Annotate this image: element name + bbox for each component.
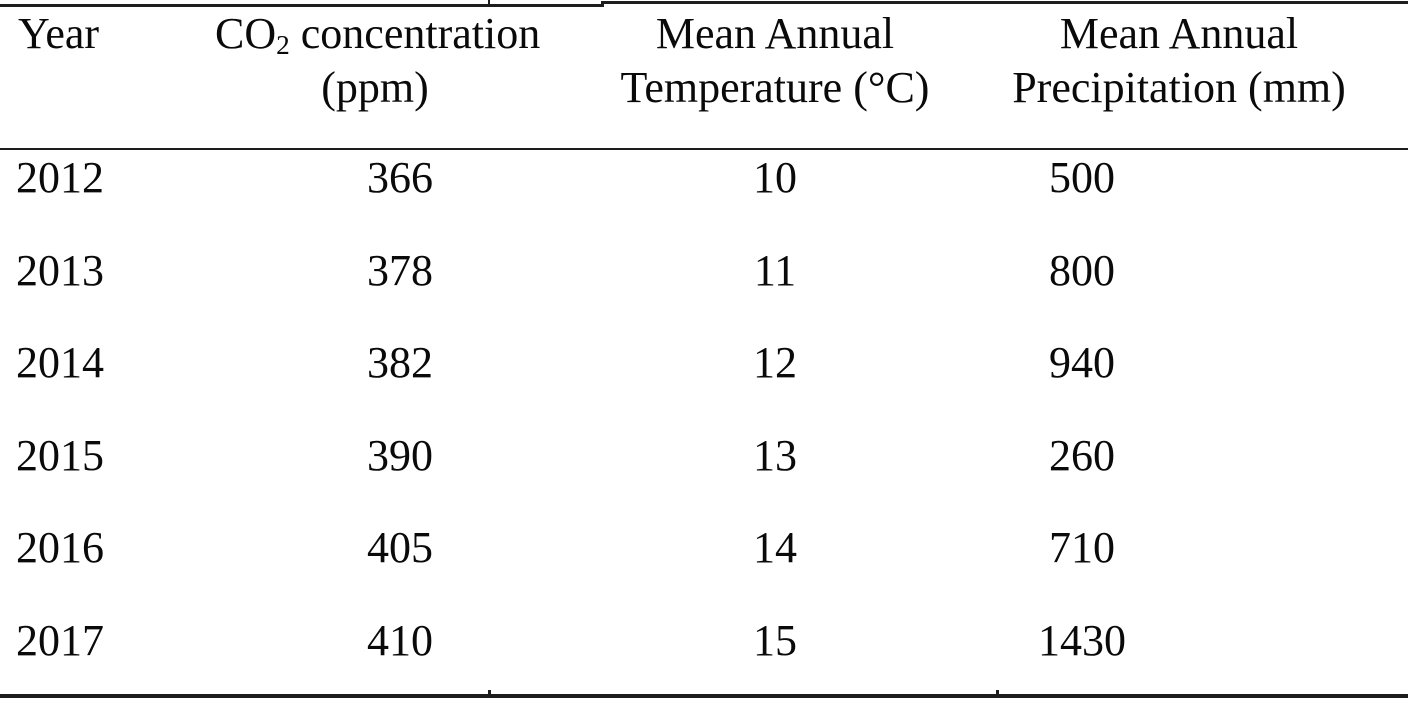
column-header-temperature: Mean Annual Temperature (°C) <box>550 7 1000 148</box>
table-bottom-border-tick-2 <box>996 690 999 695</box>
column-header-precipitation-line2: Precipitation (mm) <box>1012 63 1346 112</box>
cell-temperature-2014: 12 <box>753 338 797 388</box>
column-header-co2-unit: (ppm) <box>321 63 429 112</box>
column-header-temperature-line2: Temperature (°C) <box>620 63 930 112</box>
column-header-precipitation-line1: Mean Annual <box>1059 9 1299 58</box>
cell-precipitation-2014: 940 <box>1049 338 1115 388</box>
table-body: 2012 366 10 500 2013 378 11 800 2014 382… <box>0 150 1408 695</box>
cell-co2-2017: 410 <box>367 615 433 665</box>
table-bottom-border-tick-1 <box>488 690 491 695</box>
cell-temperature-2013: 11 <box>753 245 797 295</box>
table-top-border-tick <box>488 0 490 5</box>
cell-year-2016: 2016 <box>16 523 104 573</box>
co2-text: CO <box>215 9 277 58</box>
cell-year-2017: 2017 <box>16 615 104 665</box>
cell-precipitation-2012: 500 <box>1049 153 1115 202</box>
cell-year-2015: 2015 <box>16 430 104 480</box>
cell-year-2014: 2014 <box>16 338 104 388</box>
table-header-row: Year CO2 concentration (ppm) Mean Annual… <box>0 7 1408 148</box>
cell-precipitation-2013: 800 <box>1049 245 1115 295</box>
cell-co2-2013: 378 <box>367 245 433 295</box>
cell-co2-2015: 390 <box>367 430 433 480</box>
table-top-border-left-segment <box>0 4 604 7</box>
cell-precipitation-2015: 260 <box>1049 430 1115 480</box>
cell-year-2013: 2013 <box>16 245 104 295</box>
cell-precipitation-2017: 1430 <box>1038 615 1126 665</box>
cell-co2-2016: 405 <box>367 523 433 573</box>
column-header-year: Year <box>0 7 230 148</box>
cell-co2-2012: 366 <box>367 153 433 202</box>
column-header-precipitation: Mean Annual Precipitation (mm) <box>1000 7 1408 148</box>
table-header-separator-line <box>0 148 1408 150</box>
cell-precipitation-2016: 710 <box>1049 523 1115 573</box>
table-top-border-step <box>601 1 604 7</box>
co2-subscript: 2 <box>276 30 290 60</box>
cell-temperature-2016: 14 <box>753 523 797 573</box>
cell-temperature-2015: 13 <box>753 430 797 480</box>
cell-year-2012: 2012 <box>16 153 104 202</box>
column-header-temperature-line1: Mean Annual <box>655 9 895 58</box>
table-bottom-border <box>0 694 1408 698</box>
cell-co2-2014: 382 <box>367 338 433 388</box>
concentration-text: concentration <box>289 9 541 58</box>
column-header-co2-line1: CO2 concentration <box>215 7 540 61</box>
column-header-co2-concentration: CO2 concentration (ppm) <box>215 7 550 148</box>
table-top-border-right-segment <box>602 1 1408 4</box>
column-header-year-label: Year <box>18 9 100 58</box>
cell-temperature-2012: 10 <box>753 153 797 202</box>
cell-temperature-2017: 15 <box>753 615 797 665</box>
